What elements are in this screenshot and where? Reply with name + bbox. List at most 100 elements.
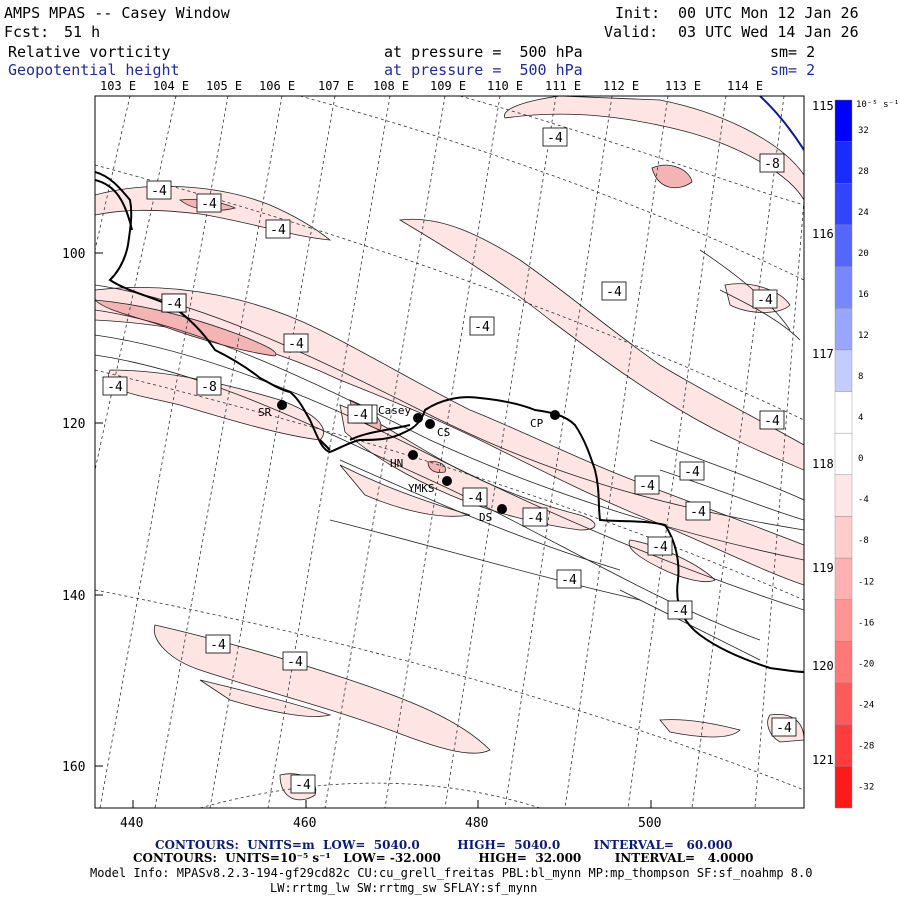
- station-dot: [497, 504, 507, 514]
- colorbar-label: 16: [858, 290, 869, 300]
- field2-name: Geopotential height: [8, 61, 180, 79]
- colorbar-label: -24: [858, 700, 874, 710]
- contour-label-box: [205, 634, 231, 654]
- station-label: CP: [530, 417, 544, 430]
- x-tick-label: 500: [638, 816, 661, 831]
- contour-label-box: [556, 569, 582, 589]
- lon-label: 113 E: [665, 79, 701, 93]
- contour-label-box: [283, 333, 309, 353]
- contour-label-box: [282, 651, 308, 671]
- fcst-value: 51 h: [64, 23, 101, 41]
- contour-label-box: [647, 536, 673, 556]
- colorbar-swatch: [834, 557, 853, 600]
- contour-label-box: [542, 127, 568, 147]
- lon-label: 106 E: [259, 79, 295, 93]
- graticule-lines: [95, 96, 804, 808]
- contour-label: -4: [107, 380, 123, 395]
- contour-label-box: [759, 410, 785, 430]
- colorbar-swatch: [834, 349, 853, 392]
- colorbar-label: -16: [858, 618, 874, 628]
- coastline: [95, 171, 804, 673]
- colorbar-swatch: [834, 224, 853, 267]
- contour-label-box: [347, 404, 373, 424]
- fcst-label: Fcst:: [4, 23, 50, 41]
- colorbar-label: 8: [858, 372, 863, 382]
- y-tick-label: 160: [62, 760, 85, 775]
- contour-label: -4: [151, 184, 167, 199]
- colorbar-swatch: [834, 266, 853, 309]
- contour-label: -4: [287, 655, 303, 670]
- lon-label: 108 E: [373, 79, 409, 93]
- contour-label: -4: [352, 408, 368, 423]
- longitude-labels-top: 103 E 104 E 105 E 106 E 107 E 108 E 109 …: [100, 79, 763, 93]
- colorbar-label: -32: [858, 782, 874, 792]
- colorbar-label: 4: [858, 413, 863, 423]
- model-title: AMPS MPAS -- Casey Window: [4, 4, 230, 22]
- colorbar: 32 28 24 20 16 12 8 4 0 -4 -8 -12 -16 -20 -24 -28 -32: [834, 99, 874, 809]
- colorbar-swatch: [834, 641, 853, 684]
- x-tick-label: 460: [293, 816, 316, 831]
- contour-label: -4: [757, 293, 773, 308]
- contour-label: -4: [639, 479, 655, 494]
- contour-label: -4: [295, 778, 311, 793]
- y-tick-label: 100: [62, 247, 85, 262]
- station-label: HN: [390, 457, 403, 470]
- station-dot: [550, 410, 560, 420]
- contour-label: -4: [690, 505, 706, 520]
- lon-label: 103 E: [100, 79, 136, 93]
- x-tick-label: 480: [465, 816, 488, 831]
- station-label: DS: [479, 511, 492, 524]
- colorbar-swatch: [834, 682, 853, 725]
- colorbar-swatch: [834, 766, 853, 809]
- colorbar-swatch: [834, 432, 853, 476]
- contour-label: -4: [467, 491, 483, 506]
- station-dot: [442, 476, 452, 486]
- colorbar-label: 20: [858, 249, 869, 259]
- contour-label: -4: [166, 297, 182, 312]
- contour-label: -4: [547, 131, 563, 146]
- init-value: 00 UTC Mon 12 Jan 26: [678, 4, 859, 22]
- colorbar-label: -20: [858, 659, 874, 669]
- station-dot: [408, 450, 418, 460]
- contour-label: -4: [201, 197, 217, 212]
- contour-label: -4: [672, 604, 688, 619]
- contour-label: -8: [764, 157, 780, 172]
- contour-labels: -4-8-4-4-4-8-4-4-4-4-4-8-4-4-4-4-4-4-4-4…: [102, 127, 797, 794]
- contour-label-box: [752, 289, 778, 309]
- colorbar-label: -28: [858, 741, 874, 751]
- contour-label: -4: [210, 638, 226, 653]
- contour-label-box: [679, 461, 705, 481]
- colorbar-swatch: [834, 391, 853, 434]
- lon-label: 107 E: [318, 79, 354, 93]
- lon-label: 111 E: [545, 79, 581, 93]
- field1-name: Relative vorticity: [8, 43, 171, 61]
- colorbar-label: -8: [858, 536, 869, 546]
- contour-label: -4: [606, 285, 622, 300]
- model-info-2: LW:rrtmg_lw SW:rrtmg_sw SFLAY:sf_mynn: [270, 881, 538, 895]
- station-label: Casey: [378, 404, 411, 417]
- colorbar-swatch: [834, 308, 853, 351]
- contour-label-box: [462, 487, 488, 507]
- model-info: Model Info: MPASv8.2.3-194-gf29cd82c CU:…: [90, 866, 813, 880]
- init-label: Init:: [615, 4, 661, 22]
- geopotential-contour: [759, 96, 804, 151]
- contour-label-box: [161, 293, 187, 313]
- contour-label: -4: [270, 223, 286, 238]
- lon-label: 109 E: [430, 79, 466, 93]
- contour-label-box: [601, 281, 627, 301]
- colorbar-swatch: [834, 516, 853, 559]
- colorbar-label: 24: [858, 208, 869, 218]
- colorbar-swatch: [834, 183, 853, 226]
- colorbar-label: 0: [858, 454, 863, 464]
- contour-label-box: [265, 219, 291, 239]
- contour-label-box: [522, 507, 548, 527]
- contour-label: -4: [764, 414, 780, 429]
- lon-label: 110 E: [487, 79, 523, 93]
- colorbar-label: -12: [858, 577, 874, 587]
- station-dot: [425, 419, 435, 429]
- station-label: SR: [258, 406, 272, 419]
- contour-label: -8: [201, 380, 217, 395]
- contour-info-height: CONTOURS: UNITS=m LOW= 5040.0 HIGH= 5040…: [155, 838, 733, 852]
- contour-label-box: [469, 316, 495, 336]
- contour-label-box: [771, 717, 797, 737]
